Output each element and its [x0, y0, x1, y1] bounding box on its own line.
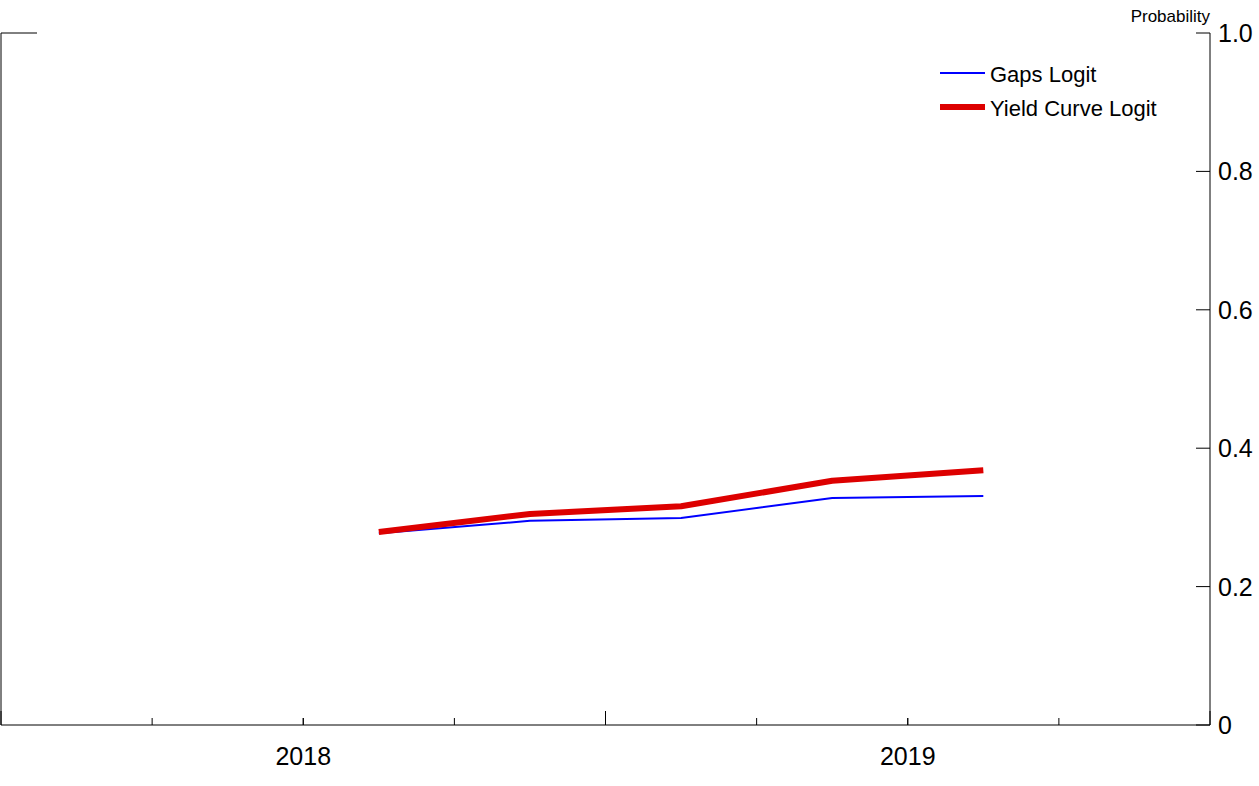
x-minor-tick [1210, 711, 1211, 725]
y-tick-label: 0.4 [1218, 434, 1253, 462]
x-tick-label: 2019 [880, 742, 936, 770]
y-tick [1196, 309, 1210, 310]
y-tick [1196, 448, 1210, 449]
y-axis [1210, 33, 1211, 725]
x-minor-tick [756, 718, 757, 725]
legend-swatch [940, 72, 985, 74]
x-minor-tick [152, 718, 153, 725]
y-tick-label: 1.0 [1218, 19, 1253, 47]
y-tick [1196, 171, 1210, 172]
y-tick [1196, 33, 1210, 34]
x-minor-tick [1058, 718, 1059, 725]
left-axis [1, 33, 2, 725]
series-line [379, 470, 984, 532]
series-line [379, 496, 984, 533]
y-tick-label: 0 [1218, 711, 1232, 739]
chart: 0 0.2 0.4 0.6 0.8 1.0 Probability 2018 2019 Gaps … [0, 0, 1259, 786]
x-tick [907, 718, 908, 725]
x-minor-tick [605, 711, 606, 725]
x-minor-tick [1, 711, 2, 725]
x-minor-tick [907, 718, 908, 725]
x-minor-tick [454, 718, 455, 725]
legend-label: Yield Curve Logit [990, 96, 1157, 121]
y-tick-label: 0.8 [1218, 157, 1253, 185]
plot-area [379, 470, 984, 533]
y-axis-label: Probability [1131, 7, 1211, 26]
legend-label: Gaps Logit [990, 62, 1096, 87]
y-tick-label: 0.2 [1218, 573, 1253, 601]
x-tick-label: 2018 [275, 742, 331, 770]
x-minor-tick [303, 718, 304, 725]
x-tick [303, 718, 304, 725]
y-tick [1196, 586, 1210, 587]
legend-swatch [940, 104, 985, 110]
y-tick-left [1, 33, 37, 34]
y-tick-label: 0.6 [1218, 296, 1253, 324]
y-tick [1196, 725, 1210, 726]
